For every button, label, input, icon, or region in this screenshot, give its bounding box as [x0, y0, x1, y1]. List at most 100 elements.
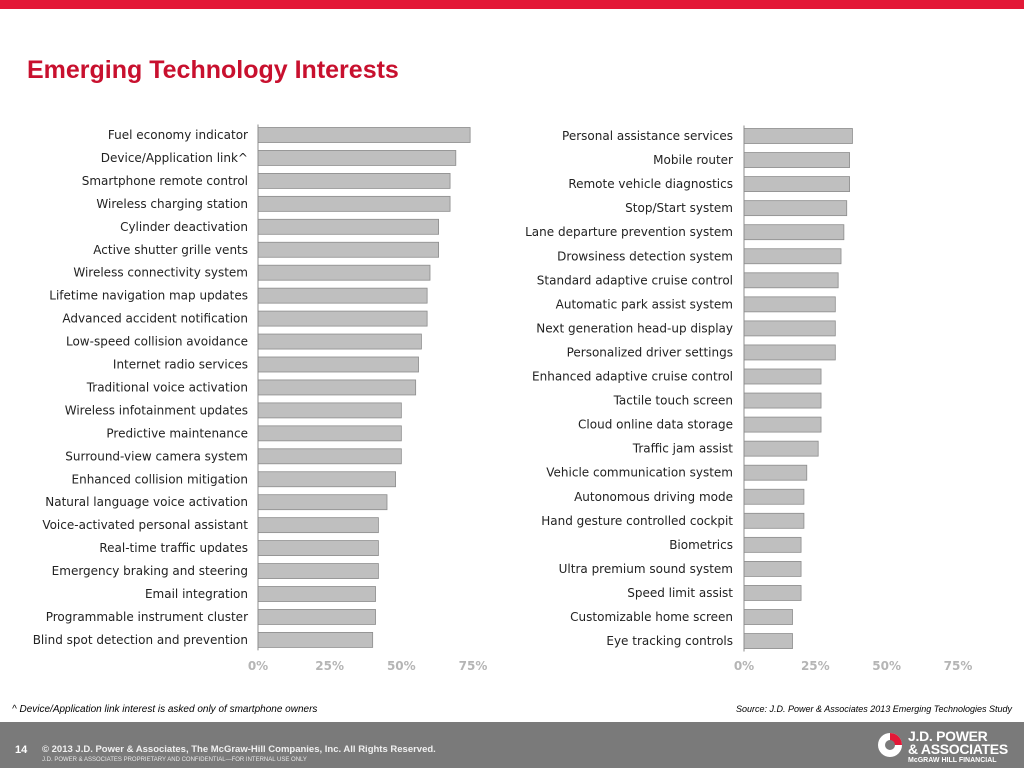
x-tick-label: 25% [801, 659, 830, 673]
category-label: Speed limit assist [627, 586, 733, 600]
bar [743, 200, 848, 217]
bar [257, 448, 402, 465]
bar [743, 488, 805, 505]
bar [743, 320, 836, 337]
category-label: Smartphone remote control [82, 174, 248, 188]
bar [257, 264, 431, 281]
category-label: Active shutter grille vents [93, 243, 248, 257]
bar [257, 172, 451, 189]
category-label: Cloud online data storage [578, 418, 733, 432]
bar [743, 344, 836, 361]
bar [257, 609, 376, 625]
category-label: Device/Application link^ [101, 151, 248, 165]
source-note: Source: J.D. Power & Associates 2013 Eme… [736, 704, 1012, 714]
page-title: Emerging Technology Interests [27, 56, 399, 84]
bar [743, 440, 819, 457]
bar [257, 241, 440, 258]
bar [257, 127, 471, 143]
bar [257, 218, 440, 235]
bar [743, 464, 808, 481]
category-label: Mobile router [653, 153, 733, 167]
slide-number: 14 [15, 744, 28, 756]
category-label: Vehicle communication system [546, 466, 733, 480]
x-tick-label: 75% [459, 659, 488, 673]
footnote: ^ Device/Application link interest is as… [12, 704, 318, 715]
category-label: Traffic jam assist [632, 442, 734, 456]
bar [743, 152, 850, 168]
bar [743, 561, 802, 577]
category-label: Standard adaptive cruise control [537, 273, 733, 287]
category-label: Voice-activated personal assistant [42, 518, 248, 532]
category-label: Advanced accident notification [62, 312, 248, 326]
charts-canvas: Fuel economy indicator Device/Application… [33, 124, 973, 673]
category-label: Wireless connectivity system [73, 266, 248, 280]
bar [743, 272, 839, 289]
logo-line-2: & ASSOCIATES [908, 741, 1008, 757]
category-label: Ultra premium sound system [559, 562, 733, 576]
bar [743, 512, 805, 529]
bar [743, 224, 845, 241]
bar [257, 517, 379, 534]
bar [743, 633, 793, 649]
bar [743, 296, 836, 313]
x-tick-label: 25% [315, 659, 344, 673]
category-label: Lane departure prevention system [525, 225, 733, 239]
x-tick-label: 75% [944, 659, 973, 673]
bar [257, 563, 379, 579]
x-tick-label: 50% [387, 659, 416, 673]
category-label: Email integration [145, 587, 248, 601]
category-label: Tactile touch screen [613, 394, 733, 408]
chart-panel-2: Personal assistance services Mobile route… [525, 125, 973, 673]
bar [743, 368, 822, 385]
footer-bar: 14 © 2013 J.D. Power & Associates, The M… [0, 722, 1024, 768]
bar [743, 609, 793, 625]
category-label: Surround-view camera system [65, 449, 248, 463]
category-label: Stop/Start system [625, 201, 733, 215]
chart-panel-1: Fuel economy indicator Device/Application… [33, 124, 488, 673]
bar [257, 356, 419, 373]
x-tick-label: 0% [734, 659, 754, 673]
category-label: Biometrics [669, 538, 733, 552]
category-label: Remote vehicle diagnostics [568, 177, 733, 191]
category-label: Hand gesture controlled cockpit [541, 514, 733, 528]
category-label: Cylinder deactivation [120, 220, 248, 234]
category-label: Programmable instrument cluster [46, 610, 248, 624]
category-label: Customizable home screen [570, 610, 733, 624]
bar [257, 471, 397, 488]
bar [257, 540, 379, 556]
bar [257, 586, 376, 602]
category-label: Internet radio services [113, 358, 248, 372]
category-label: Drowsiness detection system [557, 249, 733, 263]
bar [743, 536, 802, 553]
bar [743, 128, 853, 144]
category-label: Emergency braking and steering [52, 564, 248, 578]
copyright-text: © 2013 J.D. Power & Associates, The McGr… [42, 744, 436, 755]
jd-power-logo: J.D. POWER & ASSOCIATES McGRAW HILL FINA… [872, 725, 1020, 767]
bar [743, 248, 842, 265]
category-label: Predictive maintenance [106, 426, 248, 440]
bar [257, 333, 422, 350]
bar [743, 416, 822, 433]
bar [257, 287, 428, 304]
bar [257, 310, 428, 327]
category-label: Automatic park assist system [556, 297, 733, 311]
bar [257, 632, 374, 648]
category-label: Lifetime navigation map updates [49, 289, 248, 303]
category-label: Personal assistance services [562, 129, 733, 143]
bar [257, 425, 402, 442]
category-label: Next generation head-up display [536, 321, 733, 335]
jd-power-logo-icon [878, 733, 902, 757]
category-label: Personalized driver settings [567, 345, 733, 359]
category-label: Low-speed collision avoidance [66, 335, 248, 349]
bar [743, 392, 822, 409]
bar [257, 379, 417, 396]
category-label: Enhanced adaptive cruise control [532, 370, 733, 384]
category-label: Wireless infotainment updates [65, 403, 248, 417]
category-label: Eye tracking controls [606, 634, 733, 648]
top-accent-bar [0, 0, 1024, 9]
bar [743, 585, 802, 601]
category-label: Fuel economy indicator [108, 128, 248, 142]
bar [257, 150, 457, 166]
category-label: Wireless charging station [96, 197, 248, 211]
x-tick-label: 0% [248, 659, 268, 673]
